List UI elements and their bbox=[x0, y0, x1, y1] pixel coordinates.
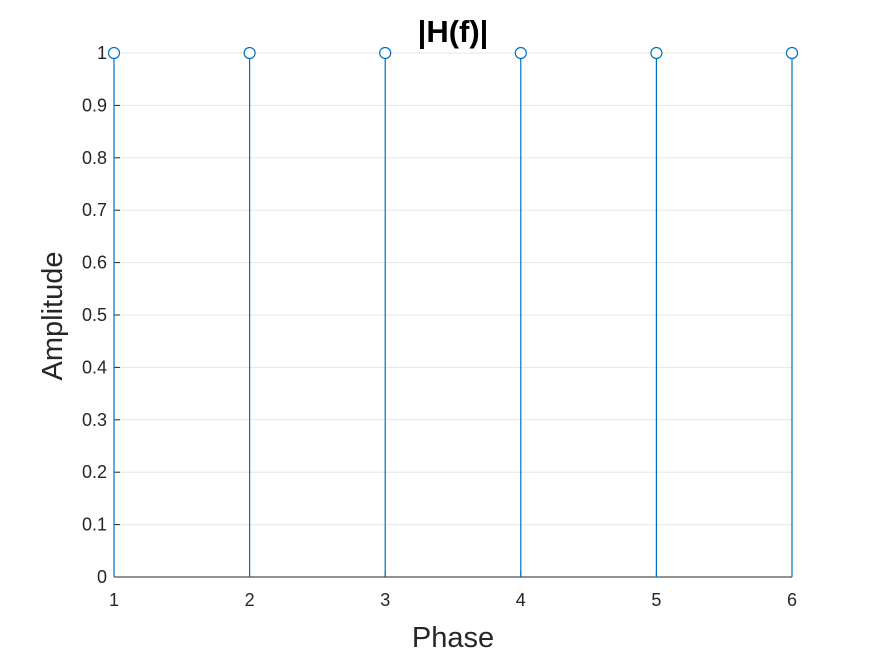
x-tick-label: 5 bbox=[651, 590, 661, 610]
x-tick-label: 6 bbox=[787, 590, 797, 610]
chart-title: |H(f)| bbox=[418, 14, 489, 49]
stem-marker bbox=[785, 46, 799, 60]
x-tick-labels: 1 2 3 4 5 6 bbox=[109, 590, 797, 610]
y-tick-label: 0.4 bbox=[82, 357, 107, 377]
x-axis-title: Phase bbox=[412, 622, 494, 654]
y-tick-label: 0.5 bbox=[82, 305, 107, 325]
y-tick-label: 0.2 bbox=[82, 462, 107, 482]
x-tick-label: 4 bbox=[516, 590, 526, 610]
x-tick-label: 2 bbox=[245, 590, 255, 610]
stem-marker bbox=[514, 46, 527, 60]
stem-marker bbox=[379, 46, 392, 60]
y-axis-title: Amplitude bbox=[37, 252, 69, 381]
y-tick-label: 0.9 bbox=[82, 95, 107, 115]
stem-series bbox=[107, 46, 799, 577]
grid-lines bbox=[114, 52, 792, 578]
y-tick-label: 0 bbox=[97, 567, 107, 587]
stem-marker bbox=[243, 46, 256, 60]
y-tick-label: 1 bbox=[97, 43, 107, 63]
y-tick-label: 0.1 bbox=[82, 515, 107, 535]
stem-marker bbox=[650, 46, 663, 60]
stem-marker bbox=[107, 46, 121, 60]
y-tick-labels: 0 0.1 0.2 0.3 0.4 0.5 0.6 0.7 0.8 0.9 1 bbox=[82, 43, 107, 587]
x-tick-label: 3 bbox=[380, 590, 390, 610]
y-tick-label: 0.3 bbox=[82, 410, 107, 430]
y-tick-label: 0.6 bbox=[82, 253, 107, 273]
y-tick-label: 0.8 bbox=[82, 148, 107, 168]
x-tick-label: 1 bbox=[109, 590, 119, 610]
y-tick-label: 0.7 bbox=[82, 200, 107, 220]
